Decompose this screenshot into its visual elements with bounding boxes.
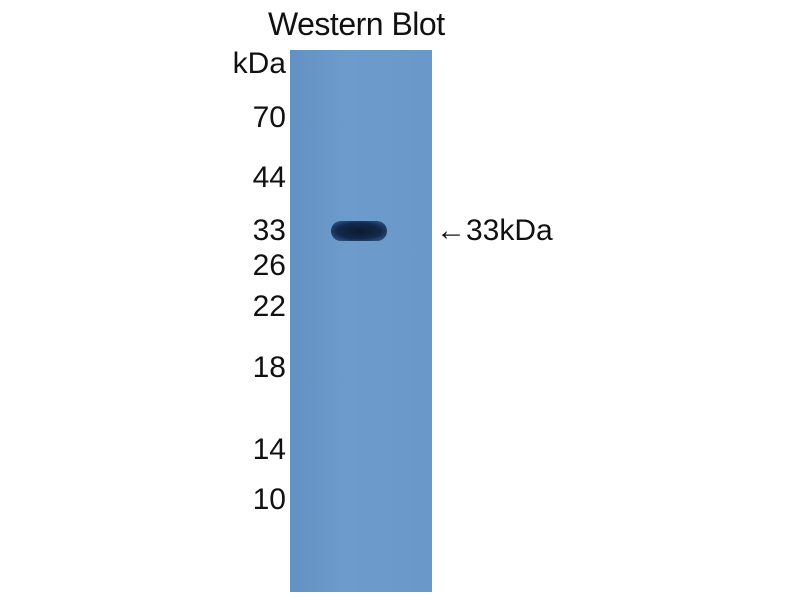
protein-band bbox=[331, 221, 387, 241]
marker-label: 44 bbox=[252, 161, 286, 194]
marker-label: 14 bbox=[252, 433, 286, 466]
blot-lane bbox=[290, 50, 432, 592]
band-annotation: ←33kDa bbox=[436, 214, 553, 247]
marker-label: 70 bbox=[252, 101, 286, 134]
marker-label: 26 bbox=[252, 249, 286, 282]
marker-label: 22 bbox=[252, 290, 286, 323]
marker-label: 33 bbox=[252, 214, 286, 247]
marker-label: 18 bbox=[252, 351, 286, 384]
blot-title: Western Blot bbox=[268, 6, 445, 42]
unit-label: kDa bbox=[232, 47, 286, 80]
marker-label: 10 bbox=[252, 483, 286, 516]
